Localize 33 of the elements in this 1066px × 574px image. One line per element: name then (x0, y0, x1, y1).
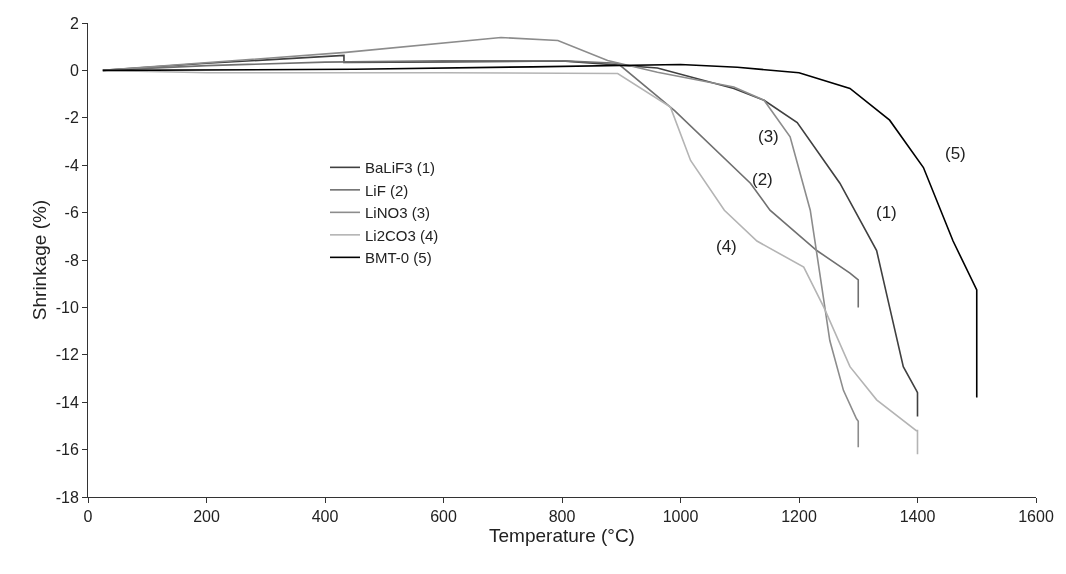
x-tick-label: 1600 (1018, 508, 1054, 526)
annotation: (1) (876, 203, 897, 222)
legend-label: BMT-0 (5) (365, 249, 432, 267)
x-tick-label: 200 (193, 508, 220, 526)
x-tick-label: 800 (548, 508, 576, 526)
x-tick-label: 0 (83, 508, 93, 526)
y-tick-label: -8 (64, 251, 79, 269)
legend-label: LiNO3 (3) (365, 204, 431, 222)
x-tick-label: 1200 (781, 508, 817, 526)
x-tick-label: 400 (311, 508, 339, 526)
y-tick-label: -16 (55, 441, 79, 459)
annotation: (3) (758, 127, 779, 146)
x-tick-label: 1000 (662, 508, 699, 526)
annotation: (2) (752, 170, 773, 189)
legend-label: Li2CO3 (4) (365, 226, 439, 244)
y-tick-label: -12 (55, 346, 79, 364)
y-tick-label: -4 (64, 156, 79, 174)
line-series (102, 36, 860, 449)
annotation: (4) (716, 237, 737, 256)
y-tick-label: -10 (55, 299, 79, 316)
x-axis-title: Temperature (°C) (489, 525, 635, 547)
legend-label: LiF (2) (365, 181, 409, 199)
y-tick-label: -18 (55, 488, 79, 506)
y-tick-label: 0 (69, 62, 79, 79)
x-tick-label: 1400 (899, 508, 936, 526)
annotation: (5) (945, 144, 966, 163)
y-axis-title: Shrinkage (%) (28, 199, 50, 321)
legend-label: BaLiF3 (1) (365, 159, 436, 177)
y-tick-label: -14 (55, 393, 79, 411)
y-tick-label: -2 (64, 109, 79, 127)
y-tick-label: -6 (64, 204, 79, 222)
y-tick-label: 2 (69, 14, 79, 32)
x-tick-label: 600 (430, 508, 457, 526)
